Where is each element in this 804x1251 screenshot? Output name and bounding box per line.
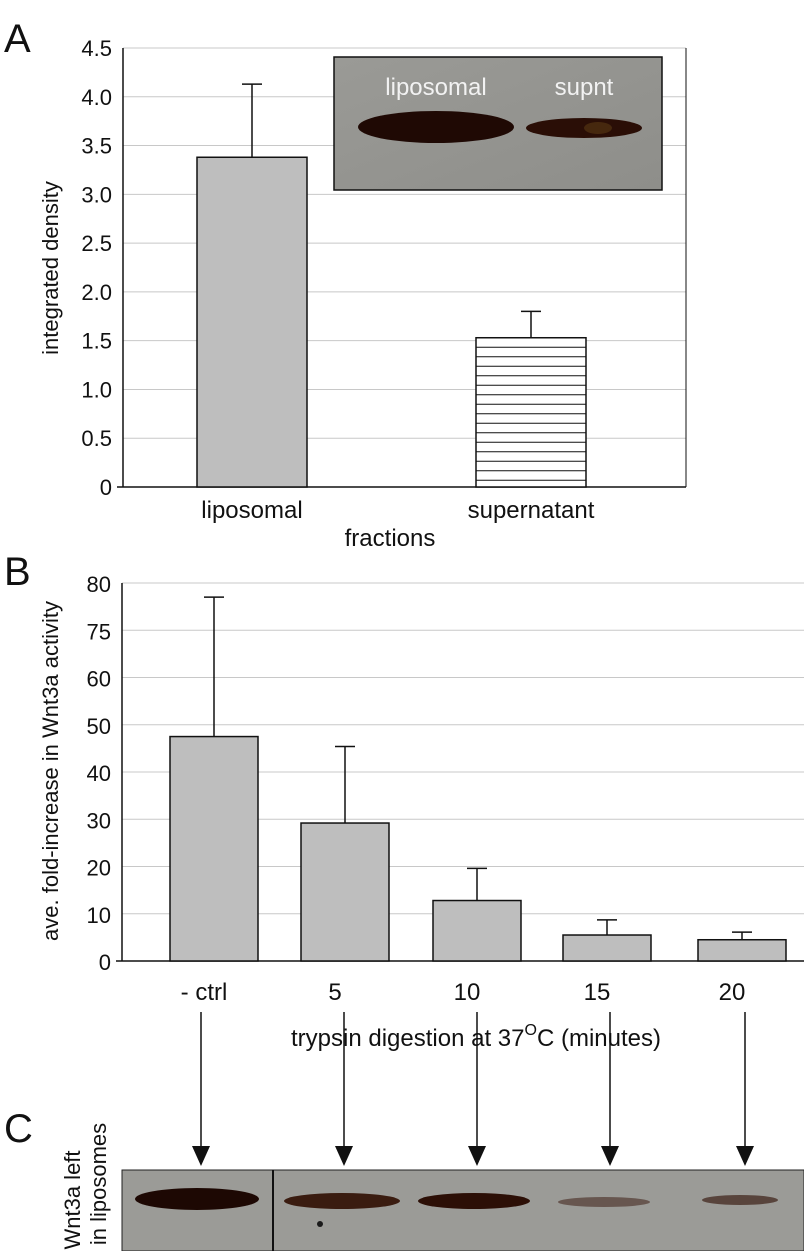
panel-a-label: A (4, 17, 31, 61)
y-tick-label: 10 (87, 903, 111, 928)
y-tick-label: 1.0 (81, 377, 112, 402)
y-tick-label: 30 (87, 808, 111, 833)
y-tick-label: 3.0 (81, 182, 112, 207)
panel-c: C Wnt3a left in liposomes (4, 1107, 804, 1251)
arrow-head (736, 1146, 754, 1166)
bar (475, 336, 587, 488)
y-tick-label: 0 (99, 950, 111, 975)
category-label: 5 (328, 979, 341, 1006)
inset-label-liposomal: liposomal (385, 74, 486, 101)
bar (562, 934, 652, 962)
y-tick-label: 3.5 (81, 134, 112, 159)
y-tick-label: 50 (87, 714, 111, 739)
down-arrow (736, 1012, 754, 1166)
panel-a-bars (196, 83, 587, 488)
down-arrow (601, 1012, 619, 1166)
bar (169, 735, 259, 962)
arrow-head (468, 1146, 486, 1166)
bar-group (697, 931, 787, 962)
panel-c-band-20 (702, 1195, 778, 1205)
panel-c-label: C (4, 1107, 33, 1151)
panel-b-bars (169, 596, 787, 962)
category-label: liposomal (201, 497, 302, 524)
down-arrow (468, 1012, 486, 1166)
panel-b-x-axis-label: trypsin digestion at 37OC (minutes) (291, 1022, 661, 1052)
panel-b-label: B (4, 550, 31, 594)
bar (196, 156, 308, 488)
inset-band-liposomal (358, 111, 514, 143)
panel-b-category-labels: - ctrl 5 10 15 20 (181, 979, 746, 1006)
bar-group (432, 867, 522, 962)
category-label: 20 (719, 979, 746, 1006)
panel-c-band-5 (284, 1193, 400, 1209)
bar (697, 938, 787, 962)
panel-b-arrows (192, 1012, 754, 1166)
y-tick-label: 1.5 (81, 329, 112, 354)
bar-group (475, 310, 587, 488)
bar-group (300, 745, 390, 962)
y-tick-label: 4.0 (81, 85, 112, 110)
bar-group (562, 919, 652, 962)
arrow-head (601, 1146, 619, 1166)
panel-c-ylabel-line2: in liposomes (86, 1123, 111, 1245)
y-tick-label: 20 (87, 856, 111, 881)
panel-a-inset-blot: liposomal supnt (333, 56, 663, 191)
y-tick-label: 60 (87, 667, 111, 692)
y-tick-label: 4.5 (81, 36, 112, 61)
panel-a-x-axis-label: fractions (345, 525, 436, 552)
y-tick-label: 80 (87, 572, 111, 597)
y-tick-label: 2.5 (81, 231, 112, 256)
arrow-head (335, 1146, 353, 1166)
down-arrow (192, 1012, 210, 1166)
bar (432, 899, 522, 962)
panel-b: B 0 10 20 30 40 50 60 75 80 - ctrl 5 10 15 20 ave. f… (4, 550, 804, 1166)
panel-c-band-ctrl (135, 1188, 259, 1210)
panel-c-band-10 (418, 1193, 530, 1209)
down-arrow (335, 1012, 353, 1166)
y-tick-label: 40 (87, 761, 111, 786)
inset-label-supnt: supnt (555, 74, 614, 101)
bar-group (169, 596, 259, 962)
panel-c-blot (121, 1169, 804, 1251)
y-tick-label: 0 (100, 475, 112, 500)
bar-group (196, 83, 308, 488)
category-label: 10 (454, 979, 481, 1006)
panel-a: A 0 0.5 1.0 1.5 2.0 2.5 3.0 3.5 4.0 4.5 liposomal… (4, 17, 687, 552)
y-tick-label: 0.5 (81, 426, 112, 451)
panel-a-y-axis-label: integrated density (38, 181, 63, 355)
panel-c-band-15 (558, 1197, 650, 1207)
arrow-head (192, 1146, 210, 1166)
panel-a-y-tick-labels: 0 0.5 1.0 1.5 2.0 2.5 3.0 3.5 4.0 4.5 (81, 36, 112, 500)
panel-a-category-labels: liposomal supernatant (201, 497, 594, 524)
panel-b-y-axis-label: ave. fold-increase in Wnt3a activity (38, 601, 63, 941)
panel-b-y-tick-labels: 0 10 20 30 40 50 60 75 80 (87, 572, 111, 975)
category-label: - ctrl (181, 979, 228, 1006)
bar (300, 822, 390, 962)
y-tick-label: 2.0 (81, 280, 112, 305)
category-label: supernatant (468, 497, 595, 524)
y-tick-label: 75 (87, 619, 111, 644)
category-label: 15 (584, 979, 611, 1006)
panel-c-ylabel-line1: Wnt3a left (60, 1150, 85, 1249)
